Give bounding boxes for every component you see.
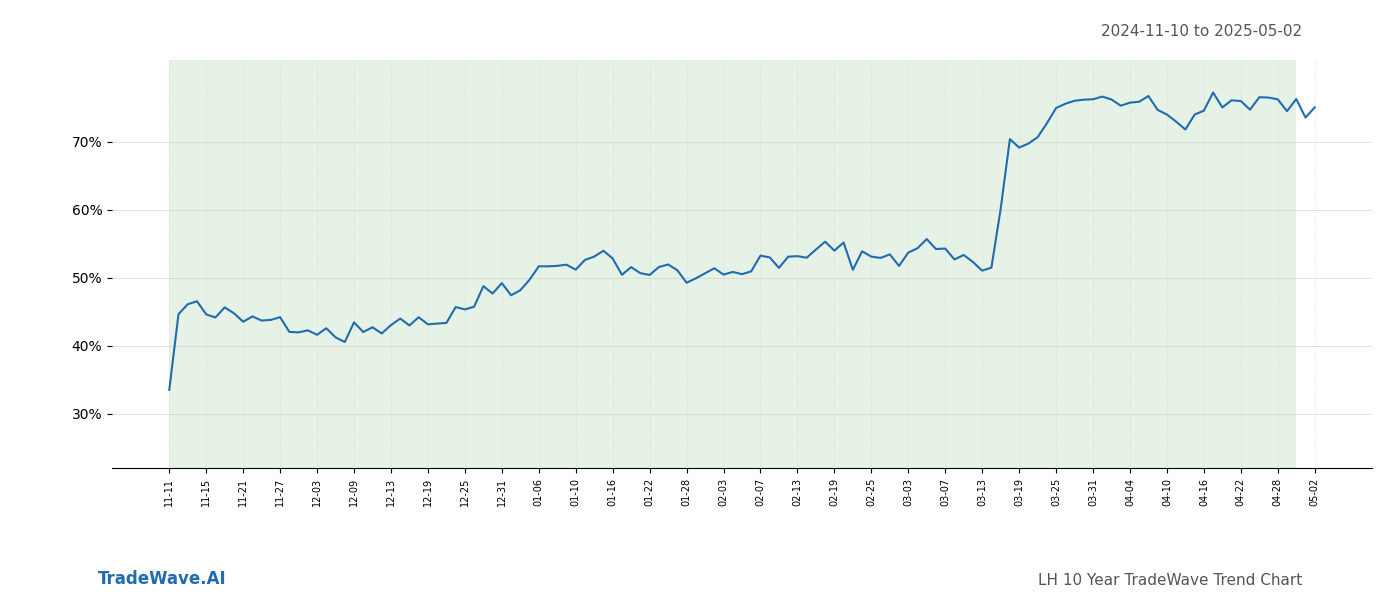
- Text: TradeWave.AI: TradeWave.AI: [98, 570, 227, 588]
- Text: LH 10 Year TradeWave Trend Chart: LH 10 Year TradeWave Trend Chart: [1037, 573, 1302, 588]
- Bar: [169, 60, 1296, 468]
- Text: 2024-11-10 to 2025-05-02: 2024-11-10 to 2025-05-02: [1100, 24, 1302, 39]
